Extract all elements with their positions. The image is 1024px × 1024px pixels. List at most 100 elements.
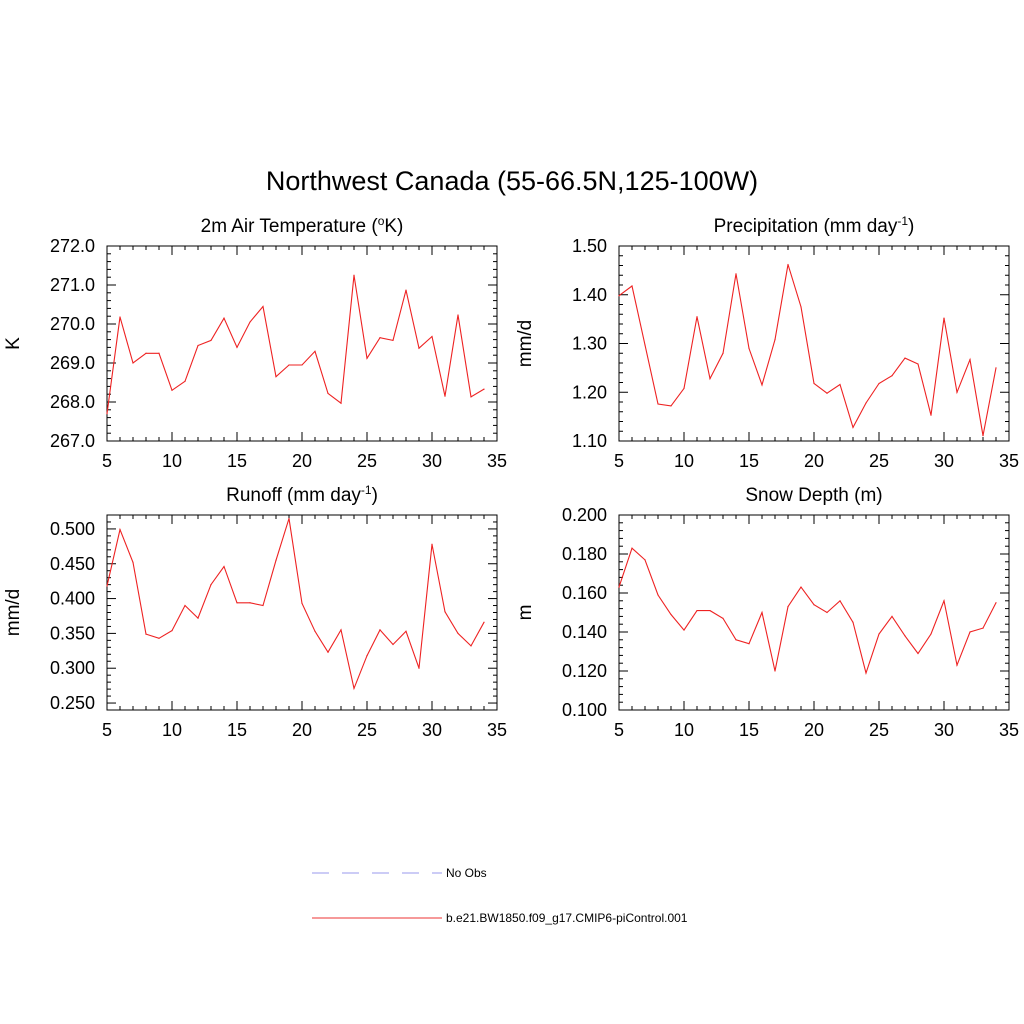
panel-title-runoff: Runoff (mm day-1) <box>226 483 378 506</box>
data-point <box>735 273 737 275</box>
data-point <box>405 630 407 632</box>
legend-label-1: b.e21.BW1850.f09_g17.CMIP6-piControl.001 <box>446 911 688 925</box>
data-point <box>709 609 711 612</box>
y-axis-label-precip: mm/d <box>515 320 536 368</box>
data-point <box>969 358 971 361</box>
panel-title-tail: ) <box>372 485 378 506</box>
data-point <box>262 305 264 308</box>
x-tick-label: 35 <box>999 720 1019 740</box>
legend-label-0: No Obs <box>446 866 487 880</box>
y-tick-label: 1.20 <box>572 382 607 402</box>
panel-temp: 2m Air Temperature (oK) 5 10 15 20 25 30 35 267.… <box>3 214 507 471</box>
y-tick-label: 1.30 <box>572 334 607 354</box>
data-point <box>826 392 828 394</box>
x-tick-label: 25 <box>869 720 889 740</box>
data-point <box>904 357 906 359</box>
panel-title-main: 2m Air Temperature ( <box>201 216 379 237</box>
series-line-runoff <box>106 518 485 691</box>
panel-title-tail: K) <box>384 216 403 237</box>
x-tick-label: 5 <box>102 451 112 471</box>
x-tick-label: 20 <box>804 720 824 740</box>
data-point <box>223 317 225 319</box>
data-point <box>483 621 485 623</box>
y-tick-label: 0.250 <box>50 693 95 713</box>
y-tick-label: 272.0 <box>50 236 95 256</box>
y-tick-label: 269.0 <box>50 353 95 373</box>
data-point <box>132 561 134 563</box>
panel-title-main: Runoff (mm day <box>226 485 361 506</box>
data-point <box>340 402 342 404</box>
data-point <box>878 633 880 635</box>
data-point <box>670 405 672 407</box>
panel-title-main: Snow Depth (m) <box>745 485 882 506</box>
data-point <box>236 602 238 604</box>
plot-frame-snow <box>618 514 1010 711</box>
data-point <box>631 547 633 549</box>
data-point <box>943 317 945 319</box>
data-point <box>813 382 815 385</box>
y-tick-label: 0.400 <box>50 589 95 609</box>
panel-title-precip: Precipitation (mm day-1) <box>714 214 915 237</box>
data-point <box>709 378 711 380</box>
data-point <box>236 346 238 348</box>
data-point <box>917 652 919 655</box>
data-point <box>223 565 225 568</box>
data-point <box>852 426 854 428</box>
panel-runoff: Runoff (mm day-1) 5 10 15 20 25 30 35 0.250 0.300… <box>3 483 507 740</box>
data-point <box>158 352 160 354</box>
plot-frame-runoff <box>106 514 498 711</box>
data-point <box>249 602 251 604</box>
y-axis-label-temp: K <box>3 337 24 350</box>
data-point <box>327 651 329 653</box>
y-tick-label: 0.350 <box>50 623 95 643</box>
data-point <box>696 316 698 318</box>
data-point <box>379 337 381 339</box>
data-point <box>457 632 459 634</box>
data-point <box>431 543 433 545</box>
legend: No Obs b.e21.BW1850.f09_g17.CMIP6-piContr… <box>312 866 688 925</box>
data-point <box>197 617 199 619</box>
data-point <box>774 339 776 341</box>
panel-title-temp: 2m Air Temperature (oK) <box>201 214 404 237</box>
x-tick-label: 25 <box>869 451 889 471</box>
series-line-precip <box>618 264 997 436</box>
data-point <box>353 687 355 690</box>
data-point <box>683 387 685 389</box>
data-point <box>982 627 984 629</box>
x-tick-label: 30 <box>934 720 954 740</box>
y-tick-label: 267.0 <box>50 431 95 451</box>
data-point <box>748 347 750 349</box>
data-point <box>275 376 277 378</box>
data-point <box>904 635 906 637</box>
data-point <box>275 559 277 561</box>
data-point <box>106 585 108 587</box>
data-point <box>418 667 420 669</box>
data-point <box>366 357 368 359</box>
data-point <box>657 594 659 596</box>
x-tick-label: 10 <box>162 720 182 740</box>
x-tick-label: 5 <box>102 720 112 740</box>
data-point <box>839 383 841 386</box>
x-tick-label: 20 <box>292 451 312 471</box>
data-point <box>314 350 316 352</box>
series-line-snow <box>618 547 997 675</box>
x-tick-label: 5 <box>614 451 624 471</box>
x-tick-label: 10 <box>162 451 182 471</box>
x-tick-label: 20 <box>292 720 312 740</box>
data-point <box>683 629 685 631</box>
data-point <box>800 586 802 588</box>
x-tick-label: 20 <box>804 451 824 471</box>
data-point <box>483 388 485 390</box>
panel-title-tail: ) <box>908 216 914 237</box>
data-point <box>878 382 880 385</box>
data-point <box>184 380 186 382</box>
x-tick-label: 30 <box>422 720 442 740</box>
data-point <box>457 314 459 316</box>
data-point <box>145 352 147 354</box>
data-point <box>917 363 919 365</box>
data-point <box>210 584 212 586</box>
y-axis-label-snow: m <box>515 605 536 621</box>
data-point <box>327 392 329 395</box>
x-tick-label: 15 <box>227 720 247 740</box>
